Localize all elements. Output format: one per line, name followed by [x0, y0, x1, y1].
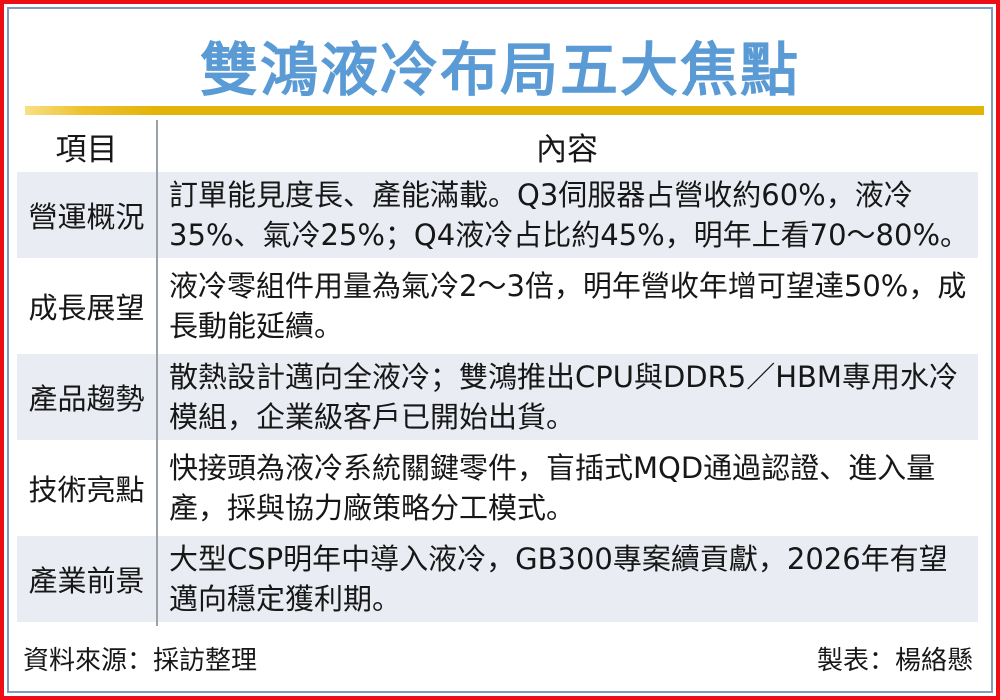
table-row: 產業前景 大型CSP明年中導入液冷，GB300專案續貢獻，2026年有望邁向穩定… — [17, 536, 978, 622]
row-content-text: 訂單能見度長、產能滿載。Q3伺服器占營收約60%，液冷35%、氣冷25%；Q4液… — [169, 178, 970, 252]
footer: 資料來源：採訪整理 製表：楊絡懸 — [23, 640, 973, 677]
table-header-row: 項目 內容 — [17, 120, 978, 172]
table-row: 營運概況 訂單能見度長、產能滿載。Q3伺服器占營收約60%，液冷35%、氣冷25… — [17, 172, 978, 258]
row-content: 液冷零組件用量為氣冷2～3倍，明年營收年增可望達50%，成長動能延續。 — [156, 263, 978, 349]
table-row: 成長展望 液冷零組件用量為氣冷2～3倍，明年營收年增可望達50%，成長動能延續。 — [17, 263, 978, 349]
row-content: 大型CSP明年中導入液冷，GB300專案續貢獻，2026年有望邁向穩定獲利期。 — [156, 536, 978, 622]
page-title: 雙鴻液冷布局五大焦點 — [199, 36, 800, 104]
row-label: 營運概況 — [28, 200, 145, 234]
row-content-text: 散熱設計邁向全液冷；雙鴻推出CPU與DDR5／HBM專用水冷模組，企業級客戶已開… — [169, 360, 958, 434]
source-note: 資料來源：採訪整理 — [23, 646, 258, 676]
title-divider-bar — [25, 106, 984, 115]
row-label: 技術亮點 — [28, 473, 145, 507]
row-content: 散熱設計邁向全液冷；雙鴻推出CPU與DDR5／HBM專用水冷模組，企業級客戶已開… — [156, 354, 978, 440]
header-item: 項目 — [55, 131, 118, 168]
column-divider-line — [156, 120, 158, 626]
focus-table: 項目 內容 營運概況 訂單能見度長、產能滿載。Q3伺服器占營收約60%，液冷35… — [17, 120, 978, 627]
row-content: 訂單能見度長、產能滿載。Q3伺服器占營收約60%，液冷35%、氣冷25%；Q4液… — [156, 172, 978, 258]
row-content-text: 液冷零組件用量為氣冷2～3倍，明年營收年增可望達50%，成長動能延續。 — [169, 269, 967, 343]
row-label: 產業前景 — [28, 564, 145, 598]
row-content-text: 大型CSP明年中導入液冷，GB300專案續貢獻，2026年有望邁向穩定獲利期。 — [169, 542, 948, 616]
row-label: 產品趨勢 — [28, 382, 145, 416]
table-row: 技術亮點 快接頭為液冷系統關鍵零件，盲插式MQD通過認證、進入量產，採與協力廠策… — [17, 445, 978, 531]
row-label: 成長展望 — [28, 291, 145, 325]
inner-frame: 雙鴻液冷布局五大焦點 項目 內容 營運概況 訂單能見度長、產能滿載。Q3伺服器占… — [7, 7, 993, 693]
row-content-text: 快接頭為液冷系統關鍵零件，盲插式MQD通過認證、進入量產，採與協力廠策略分工模式… — [169, 451, 936, 525]
row-content: 快接頭為液冷系統關鍵零件，盲插式MQD通過認證、進入量產，採與協力廠策略分工模式… — [156, 445, 978, 531]
header-content: 內容 — [536, 131, 598, 168]
table-row: 產品趨勢 散熱設計邁向全液冷；雙鴻推出CPU與DDR5／HBM專用水冷模組，企業… — [17, 354, 978, 440]
credit-note: 製表：楊絡懸 — [816, 646, 973, 676]
